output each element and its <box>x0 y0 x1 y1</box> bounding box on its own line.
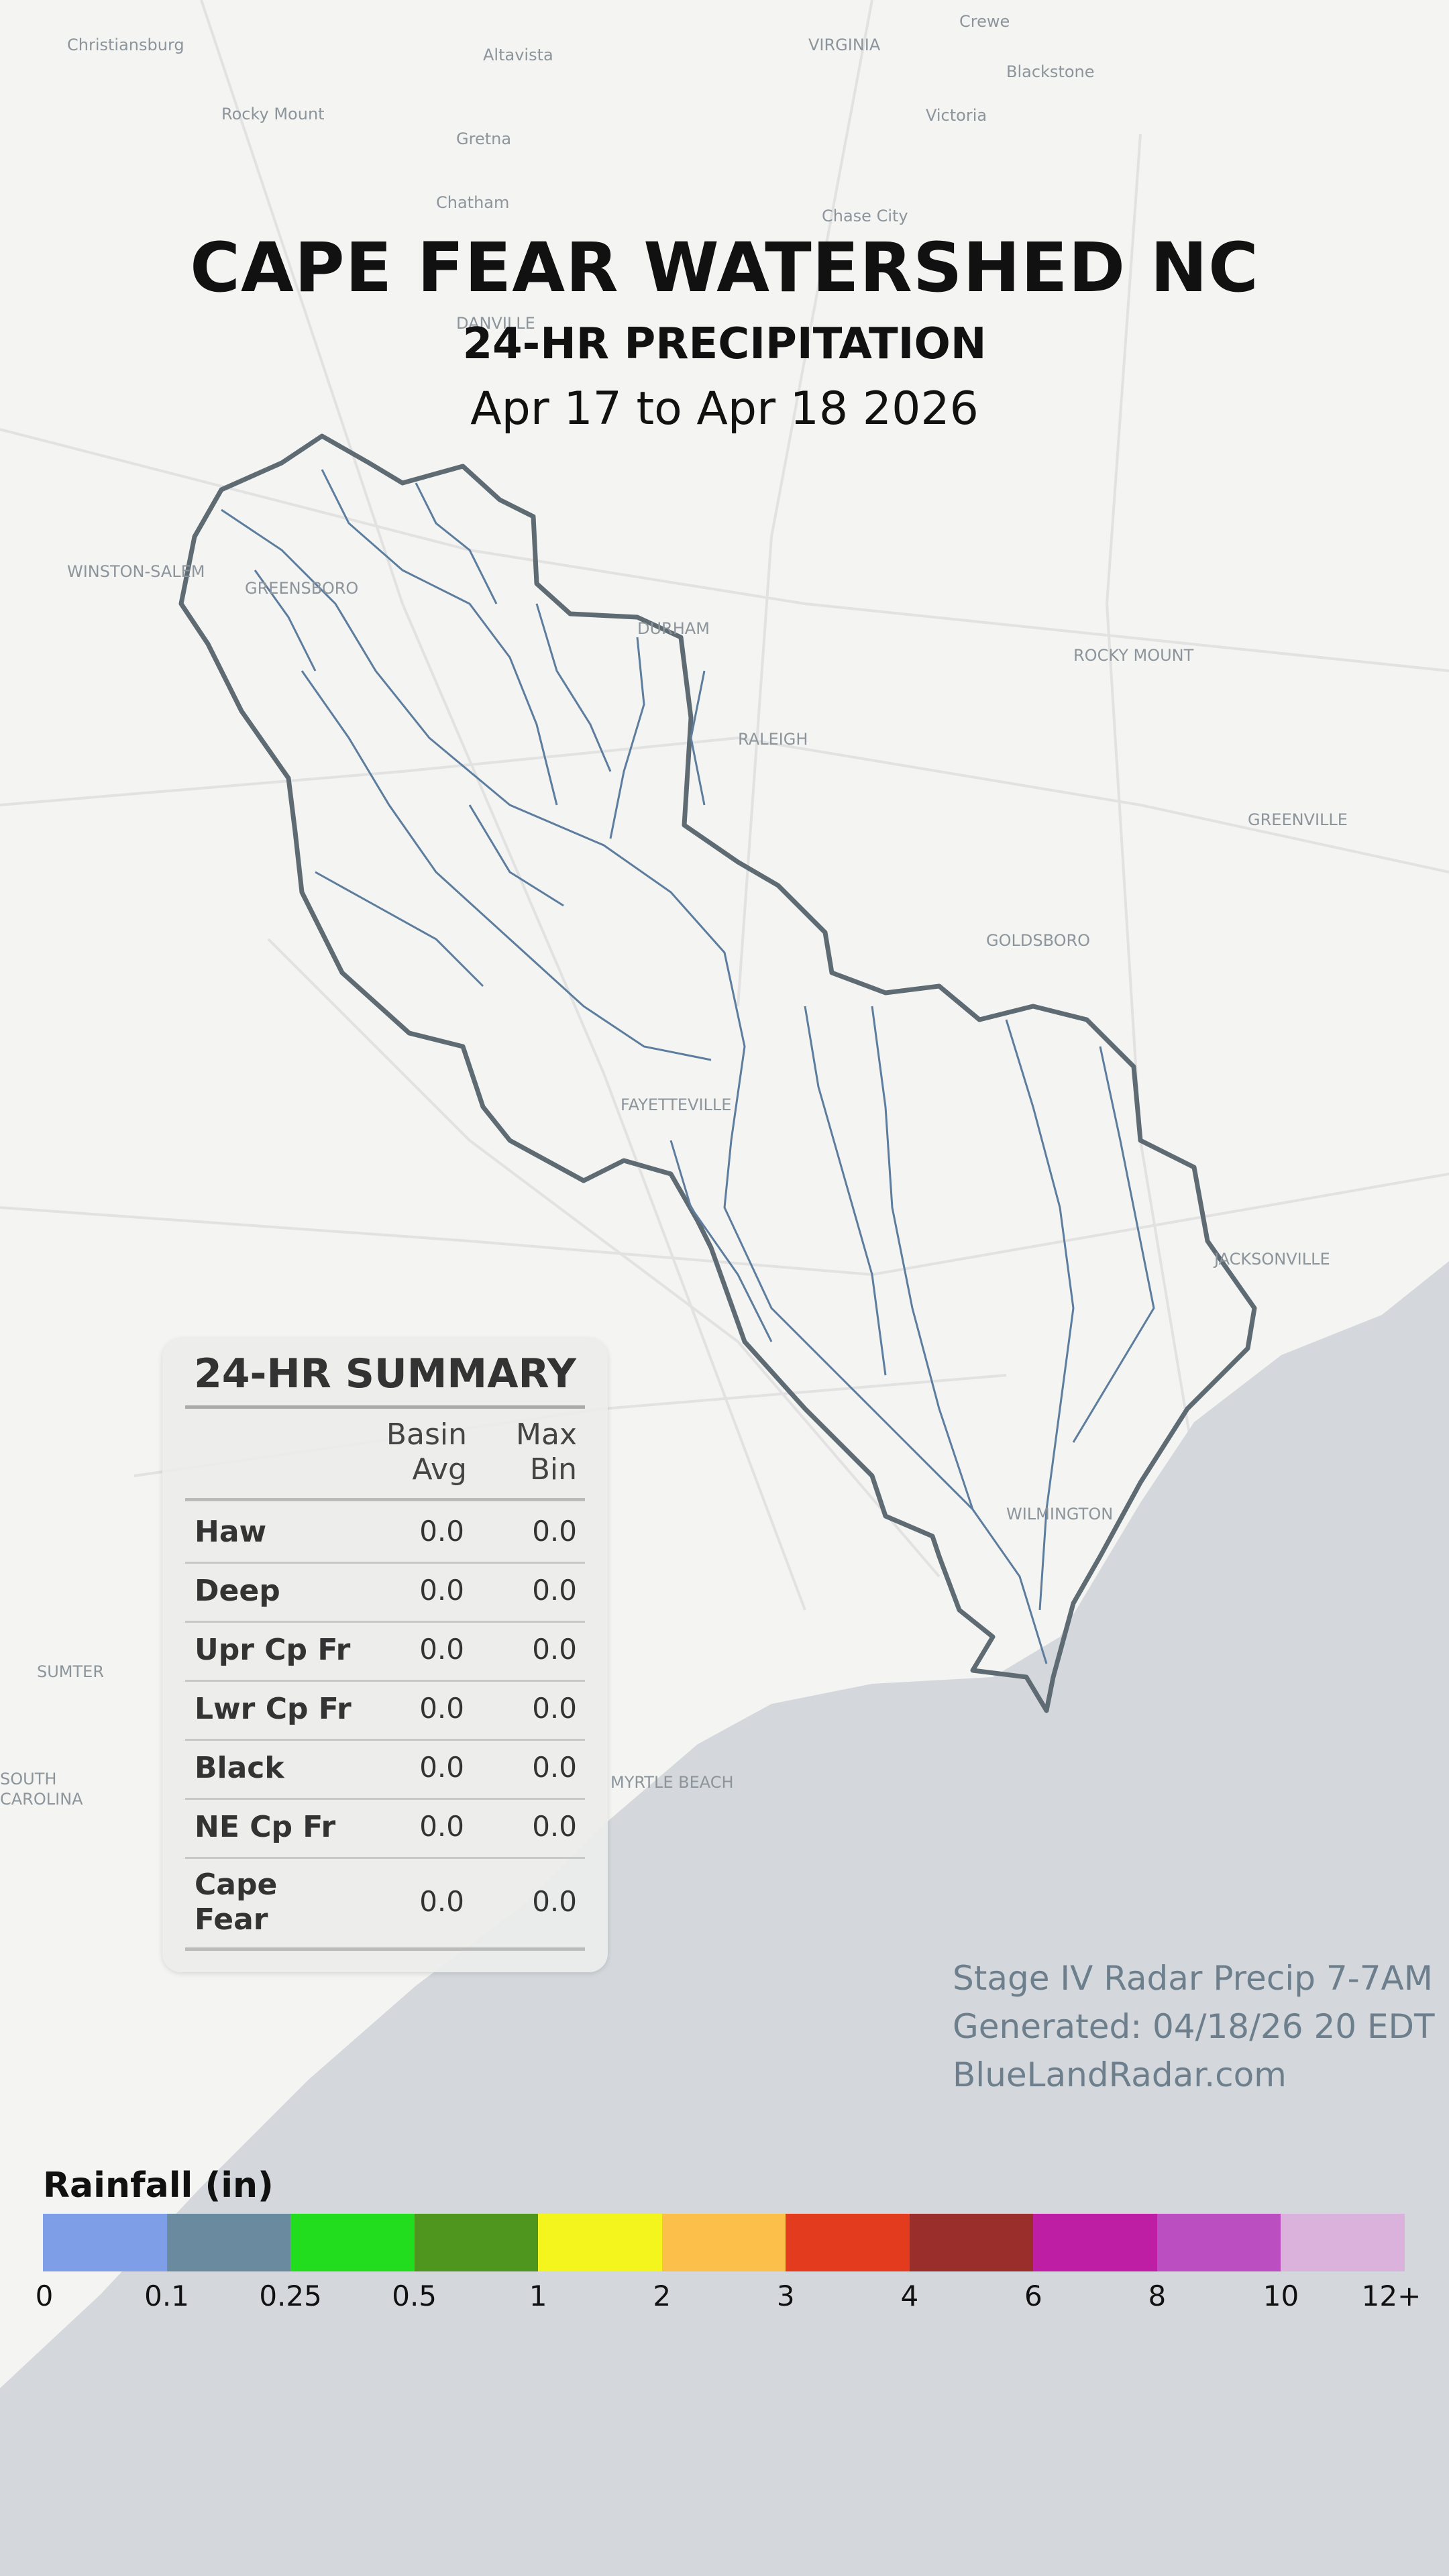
legend-swatch <box>661 2214 786 2271</box>
legend-swatch <box>1033 2214 1157 2271</box>
max-bin-value: 0.0 <box>532 1633 577 1666</box>
svg-text:DANVILLE: DANVILLE <box>456 314 535 333</box>
basin-name: NE Cp Fr <box>195 1810 336 1844</box>
svg-text:Altavista: Altavista <box>483 46 553 64</box>
legend-tick-label: 0.1 <box>144 2279 189 2312</box>
header-line: Basin <box>386 1417 467 1452</box>
svg-text:SUMTER: SUMTER <box>37 1662 104 1681</box>
summary-rule-bottom <box>185 1947 585 1951</box>
summary-rule-header <box>185 1498 585 1501</box>
legend-tick-label: 4 <box>900 2279 919 2312</box>
legend-swatch <box>538 2214 662 2271</box>
source-credit: Stage IV Radar Precip 7-7AM <box>953 1959 1433 1998</box>
summary-panel: 24-HR SUMMARY Basin Avg Max Bin Haw 0.0 0.… <box>162 1338 608 1972</box>
legend-tick-label: 12+ <box>1361 2279 1421 2312</box>
legend-swatch <box>414 2214 539 2271</box>
basin-avg-value: 0.0 <box>419 1692 464 1725</box>
legend-title: Rainfall (in) <box>43 2165 274 2206</box>
svg-text:ROCKY MOUNT: ROCKY MOUNT <box>1073 646 1194 665</box>
svg-text:MYRTLE BEACH: MYRTLE BEACH <box>610 1773 734 1792</box>
svg-text:Chatham: Chatham <box>436 193 509 212</box>
max-bin-value: 0.0 <box>532 1574 577 1607</box>
max-bin-value: 0.0 <box>532 1751 577 1784</box>
max-bin-value: 0.0 <box>532 1692 577 1725</box>
basin-avg-value: 0.0 <box>419 1810 464 1843</box>
basin-avg-value: 0.0 <box>419 1751 464 1784</box>
road-network <box>0 0 1449 1611</box>
summary-rule-top <box>185 1405 585 1409</box>
summary-row: Black 0.0 0.0 <box>185 1739 585 1800</box>
legend-tick-label: 3 <box>776 2279 795 2312</box>
basin-name: Black <box>195 1751 284 1785</box>
svg-text:GOLDSBORO: GOLDSBORO <box>986 931 1090 950</box>
legend-swatch <box>43 2214 167 2271</box>
basin-name: Haw <box>195 1515 267 1549</box>
svg-text:WILMINGTON: WILMINGTON <box>1006 1505 1113 1523</box>
basin-avg-value: 0.0 <box>419 1574 464 1607</box>
svg-text:RALEIGH: RALEIGH <box>738 730 808 749</box>
summary-row: NE Cp Fr 0.0 0.0 <box>185 1798 585 1859</box>
svg-text:Chase City: Chase City <box>822 207 908 225</box>
summary-row: Upr Cp Fr 0.0 0.0 <box>185 1621 585 1682</box>
summary-row: Lwr Cp Fr 0.0 0.0 <box>185 1680 585 1741</box>
legend-tick-label: 0.5 <box>392 2279 437 2312</box>
max-bin-value: 0.0 <box>532 1515 577 1548</box>
max-bin-value: 0.0 <box>532 1884 577 1918</box>
max-bin-value: 0.0 <box>532 1810 577 1843</box>
basin-name: Upr Cp Fr <box>195 1633 351 1667</box>
header-line: Avg <box>412 1452 468 1487</box>
cape-fear-basin-outline <box>178 433 1257 1713</box>
svg-text:VIRGINIA: VIRGINIA <box>808 36 881 54</box>
legend-tick-label: 1 <box>529 2279 547 2312</box>
svg-text:Christiansburg: Christiansburg <box>67 36 184 54</box>
svg-text:Gretna: Gretna <box>456 129 511 148</box>
basin-avg-header: Basin Avg <box>386 1417 467 1487</box>
svg-text:WINSTON-SALEM: WINSTON-SALEM <box>67 562 205 581</box>
svg-text:DURHAM: DURHAM <box>637 619 710 638</box>
basin-name: Cape Fear <box>195 1867 278 1937</box>
svg-text:CAROLINA: CAROLINA <box>0 1790 83 1809</box>
legend-swatch <box>909 2214 1034 2271</box>
map-subtitle: 24-HR PRECIPITATION <box>462 319 987 369</box>
svg-text:SOUTH: SOUTH <box>0 1770 56 1788</box>
max-bin-header: Max Bin <box>516 1417 577 1487</box>
svg-text:Crewe: Crewe <box>959 12 1010 31</box>
basin-name: Lwr Cp Fr <box>195 1692 352 1726</box>
legend-swatch <box>1281 2214 1405 2271</box>
svg-text:Rocky Mount: Rocky Mount <box>221 105 325 123</box>
summary-row: Cape Fear 0.0 0.0 <box>185 1857 585 1949</box>
legend-tick-label: 0 <box>35 2279 54 2312</box>
svg-text:Blackstone: Blackstone <box>1006 62 1095 81</box>
map-title: CAPE FEAR WATERSHED NC <box>190 228 1259 308</box>
legend-swatch <box>166 2214 291 2271</box>
legend-tick-label: 2 <box>653 2279 672 2312</box>
legend-swatch <box>1157 2214 1281 2271</box>
basin-avg-value: 0.0 <box>419 1633 464 1666</box>
legend-tick-label: 10 <box>1263 2279 1299 2312</box>
legend-swatch <box>786 2214 910 2271</box>
header-line: Max <box>516 1417 577 1452</box>
rainfall-color-scale <box>43 2214 1405 2271</box>
svg-text:GREENSBORO: GREENSBORO <box>245 579 358 598</box>
date-range: Apr 17 to Apr 18 2026 <box>470 382 979 435</box>
river-network <box>221 469 1155 1664</box>
svg-text:GREENVILLE: GREENVILLE <box>1248 810 1348 829</box>
legend-tick-label: 6 <box>1024 2279 1042 2312</box>
basin-name: Deep <box>195 1574 280 1608</box>
legend-tick-label: 8 <box>1148 2279 1167 2312</box>
svg-text:FAYETTEVILLE: FAYETTEVILLE <box>621 1095 731 1114</box>
basin-avg-value: 0.0 <box>419 1884 464 1918</box>
basin-avg-value: 0.0 <box>419 1515 464 1548</box>
legend-tick-label: 0.25 <box>259 2279 322 2312</box>
summary-title: 24-HR SUMMARY <box>194 1350 576 1397</box>
place-labels: VIRGINIA Crewe Christiansburg Altavista … <box>0 12 1348 1809</box>
svg-text:Victoria: Victoria <box>926 106 987 125</box>
summary-row: Haw 0.0 0.0 <box>185 1503 585 1564</box>
svg-text:JACKSONVILLE: JACKSONVILLE <box>1213 1250 1330 1269</box>
legend-swatch <box>290 2214 415 2271</box>
header-line: Bin <box>529 1452 577 1487</box>
website-credit: BlueLandRadar.com <box>953 2055 1287 2094</box>
generated-time: Generated: 04/18/26 20 EDT <box>953 2007 1435 2046</box>
summary-row: Deep 0.0 0.0 <box>185 1562 585 1623</box>
